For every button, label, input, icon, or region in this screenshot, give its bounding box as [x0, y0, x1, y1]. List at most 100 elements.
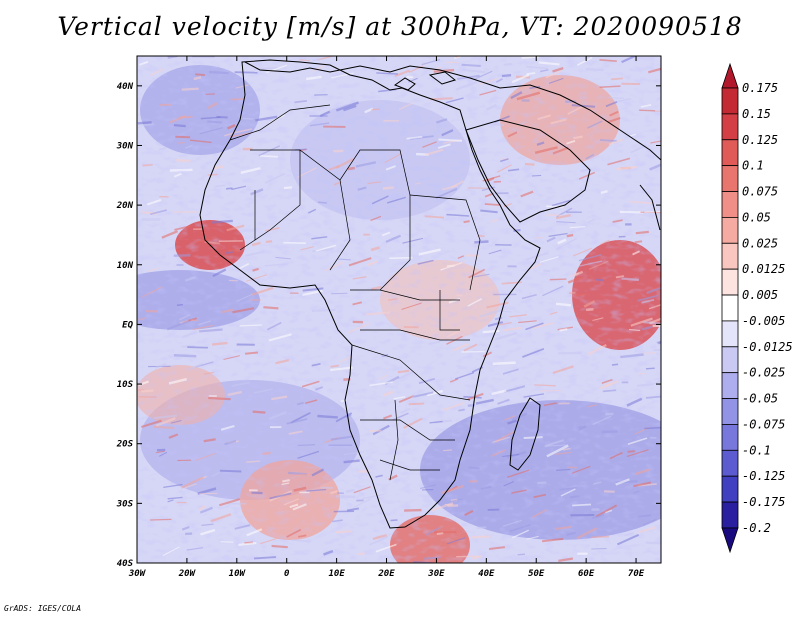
field-streak — [444, 503, 454, 506]
field-streak — [311, 363, 321, 367]
field-streak — [306, 75, 322, 81]
field-streak — [306, 488, 327, 492]
field-streak — [478, 308, 503, 318]
field-streak — [616, 533, 640, 546]
field-streak — [445, 97, 464, 104]
field-streak — [468, 466, 480, 470]
field-streak — [177, 142, 185, 144]
field-streak — [473, 273, 490, 278]
field-streak — [639, 109, 656, 112]
field-streak — [422, 141, 437, 148]
field-streak — [212, 165, 224, 170]
field-streak — [601, 378, 613, 385]
field-streak — [644, 426, 661, 430]
field-streak — [328, 164, 341, 171]
lon-tick-label: 10E — [328, 569, 345, 579]
field-streak — [626, 397, 643, 407]
field-streak — [568, 291, 576, 295]
field-streak — [457, 255, 464, 259]
field-streak — [239, 324, 262, 327]
field-streak — [602, 389, 617, 393]
field-streak — [609, 110, 619, 117]
field-streak — [167, 499, 174, 503]
field-streak — [507, 419, 517, 425]
field-streak — [198, 505, 207, 511]
field-streak — [587, 344, 607, 356]
field-streak — [536, 141, 545, 146]
field-streak — [324, 261, 345, 272]
field-streak — [403, 417, 423, 429]
field-streak — [517, 553, 526, 556]
field-streak — [446, 537, 466, 545]
field-streak — [370, 215, 382, 222]
field-streak — [389, 256, 413, 260]
field-streak — [600, 239, 610, 246]
field-streak — [636, 383, 653, 387]
field-streak — [253, 388, 273, 394]
field-streak — [158, 451, 168, 457]
field-streak — [502, 326, 523, 332]
colorbar-label: -0.1 — [742, 443, 771, 457]
field-streak — [250, 188, 264, 196]
field-streak — [642, 518, 657, 526]
field-streak — [234, 128, 253, 134]
field-streak — [293, 486, 307, 492]
field-streak — [283, 186, 293, 190]
field-streak — [265, 227, 280, 232]
lon-tick-label: 60E — [578, 569, 595, 579]
field-streak — [220, 424, 235, 431]
field-streak — [242, 117, 253, 120]
field-streak — [200, 528, 216, 536]
colorbar-swatch — [721, 527, 739, 554]
field-streak — [626, 449, 649, 458]
field-streak — [569, 226, 586, 229]
field-streak — [425, 527, 440, 536]
field-streak — [429, 420, 443, 424]
field-streak — [608, 138, 625, 146]
lat-tick-label: 40N — [117, 82, 134, 92]
field-streak — [522, 348, 545, 358]
field-streak — [586, 404, 598, 408]
lat-tick-label: 30N — [116, 141, 134, 151]
field-streak — [501, 310, 512, 313]
field-streak — [502, 368, 519, 375]
field-streak — [463, 220, 470, 224]
field-streak — [573, 135, 583, 140]
field-streak — [490, 122, 505, 127]
field-streak — [542, 285, 564, 297]
field-streak — [155, 417, 176, 427]
field-streak — [452, 342, 470, 352]
field-streak — [184, 483, 197, 489]
field-streak — [500, 158, 509, 163]
field-streak — [609, 451, 623, 460]
field-streak — [232, 307, 255, 314]
field-streak — [458, 408, 465, 412]
field-streak — [315, 386, 324, 391]
field-streak — [656, 340, 661, 344]
field-streak — [634, 468, 651, 476]
field-streak — [467, 297, 483, 307]
field-streak — [154, 362, 167, 369]
field-streak — [543, 269, 551, 273]
field-streak — [418, 248, 441, 256]
field-streak — [181, 87, 199, 91]
field-streak — [297, 167, 317, 179]
field-streak — [311, 308, 336, 312]
field-streak — [397, 369, 410, 374]
field-streak — [573, 247, 593, 257]
field-streak — [343, 459, 360, 464]
field-streak — [497, 164, 512, 173]
field-streak — [402, 237, 424, 244]
field-streak — [509, 314, 527, 318]
field-streak — [393, 396, 406, 400]
field-streak — [269, 492, 292, 500]
field-streak — [599, 85, 621, 89]
field-streak — [413, 391, 434, 398]
lon-tick-label: 30W — [128, 569, 147, 579]
field-streak — [251, 491, 263, 495]
field-streak — [507, 131, 518, 138]
field-streak — [286, 528, 302, 538]
field-streak — [481, 186, 496, 192]
field-streak — [497, 398, 510, 405]
colorbar-swatch — [721, 372, 739, 399]
